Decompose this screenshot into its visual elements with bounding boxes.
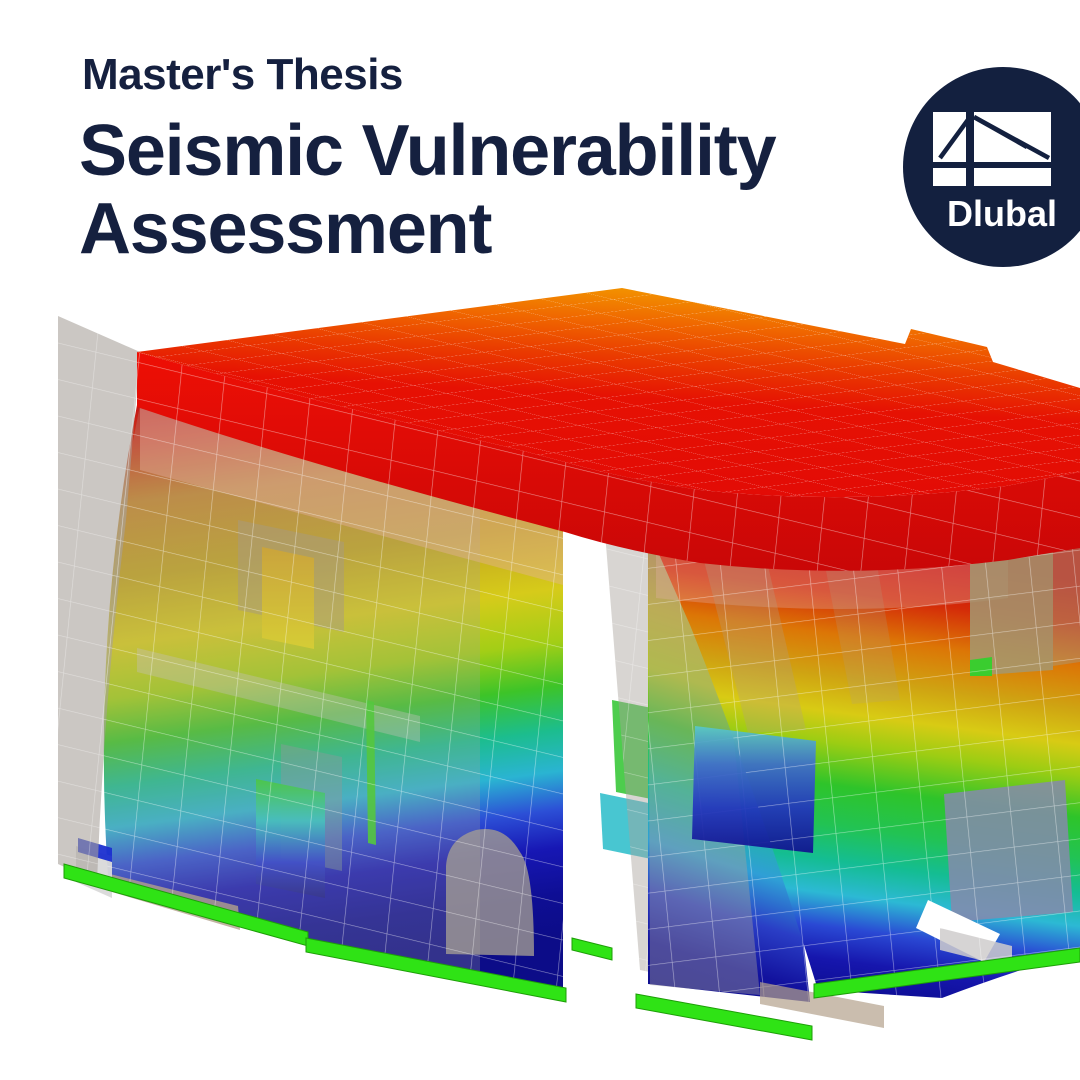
eyebrow-text: Master's Thesis — [82, 50, 403, 99]
poster-title: Seismic Vulnerability Assessment — [79, 111, 777, 270]
title-line-1: Seismic Vulnerability — [79, 111, 777, 191]
base-supports — [63, 863, 1080, 1041]
left-facade — [76, 405, 563, 988]
title-line-2: Assessment — [79, 189, 492, 270]
logo-circle — [903, 67, 1080, 267]
dlubal-logo: Dlubal — [903, 67, 1080, 267]
logo-brand-text: Dlubal — [947, 193, 1057, 234]
cable-stayed-bridge-icon — [933, 112, 1051, 186]
